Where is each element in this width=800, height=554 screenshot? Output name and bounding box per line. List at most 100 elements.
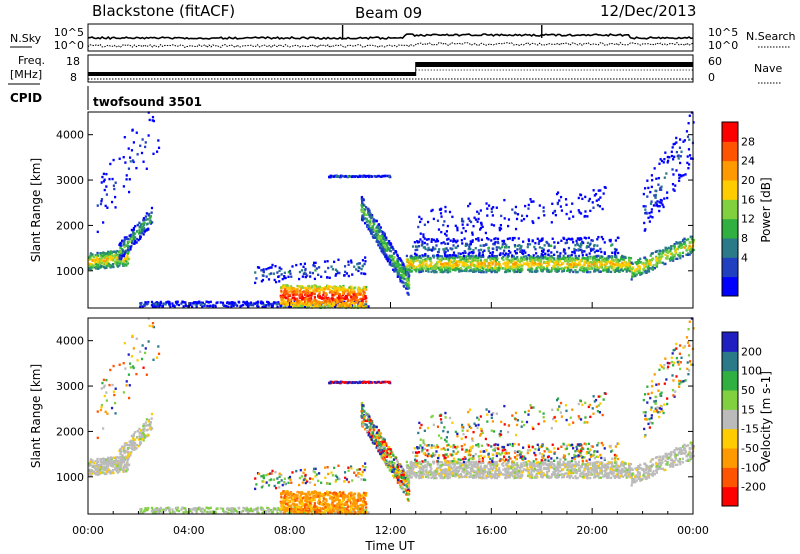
power-cell-189 <box>115 261 118 264</box>
power-cell-2574 <box>553 261 556 264</box>
power-cell-2382 <box>604 257 607 260</box>
power-cell-833 <box>349 289 352 292</box>
power-cell-1969 <box>404 271 407 274</box>
power-cell-3591 <box>411 245 415 248</box>
power-cell-2389 <box>479 259 482 262</box>
power-cell-1668 <box>385 255 389 259</box>
velocity-cell-162 <box>126 466 129 470</box>
velocity-cell-709 <box>182 511 185 514</box>
power-cell-1774 <box>376 236 379 239</box>
power-cell-780 <box>146 302 149 305</box>
velocity-cell-322 <box>145 435 148 438</box>
power-cell-2064 <box>445 263 448 267</box>
power-cell-3978 <box>633 269 637 272</box>
power-cell-3167 <box>467 254 470 258</box>
power-cell-4125 <box>644 208 647 211</box>
power-cell-3585 <box>524 251 527 254</box>
power-cell-1818 <box>369 213 372 216</box>
power-cell-3020 <box>451 261 454 264</box>
power-cell-2695 <box>605 266 608 270</box>
power-cell-4093 <box>659 186 662 190</box>
velocity-cell-391 <box>141 431 145 435</box>
power-cell-2648 <box>483 265 486 268</box>
power-cell-4113 <box>684 173 687 176</box>
power-cell-3961 <box>630 261 633 264</box>
power-cell-1688 <box>363 221 367 225</box>
power-cell-2721 <box>464 261 467 265</box>
power-cell-4068 <box>651 178 654 182</box>
power-cell-3845 <box>630 278 633 281</box>
power-cell-576 <box>194 303 197 306</box>
power-cell-456 <box>99 202 103 206</box>
velocity-cell-113 <box>98 466 101 469</box>
velocity-cell-518 <box>245 506 249 510</box>
power-cell-1523 <box>318 266 321 269</box>
velocity-cell-323 <box>141 434 144 437</box>
velocity-cell-687 <box>176 509 179 512</box>
power-cell-383 <box>149 219 152 223</box>
velocity-cell-389 <box>139 442 142 445</box>
velocity-cell-468 <box>147 317 150 320</box>
power-cell-1779 <box>395 265 399 269</box>
power-cell-3912 <box>669 249 672 252</box>
power-cell-3903 <box>690 235 693 239</box>
power-cell-2766 <box>588 264 591 267</box>
power-cell-813 <box>317 303 320 307</box>
velocity-cell-745 <box>205 506 208 509</box>
power-cell-2858 <box>471 258 474 261</box>
power-cell-3951 <box>668 257 671 261</box>
power-cell-3348 <box>593 250 596 254</box>
power-cell-2868 <box>550 258 553 261</box>
power-cell-2497 <box>596 266 599 270</box>
power-cell-743 <box>232 304 235 308</box>
power-cell-3831 <box>692 238 696 242</box>
power-cell-3026 <box>607 267 610 271</box>
power-cell-981 <box>296 284 299 288</box>
power-cell-1306 <box>344 290 347 293</box>
power-cell-539 <box>191 305 194 308</box>
power-cell-1023 <box>349 304 352 308</box>
velocity-cell-626 <box>230 509 233 513</box>
power-cell-1852 <box>373 229 376 232</box>
velocity-cell-457 <box>103 384 106 387</box>
power-cell-1458 <box>273 278 276 282</box>
velocity-cell-1 <box>115 468 118 472</box>
power-cell-335 <box>125 236 128 239</box>
power-cell-1868 <box>363 210 366 213</box>
power-cell-855 <box>306 303 309 307</box>
power-cell-866 <box>316 302 319 305</box>
power-cell-482 <box>102 172 105 176</box>
power-cell-3653 <box>599 189 602 192</box>
velocity-cell-344 <box>144 424 148 427</box>
power-cell-554 <box>221 301 225 305</box>
power-cell-4012 <box>686 248 689 251</box>
power-cell-3871 <box>683 246 686 249</box>
velocity-cell-355 <box>129 441 133 445</box>
power-cell-1261 <box>288 298 292 302</box>
power-cell-3497 <box>482 244 486 247</box>
velocity-cell-327 <box>141 429 144 432</box>
power-cell-1560 <box>355 175 358 178</box>
power-cell-1966 <box>383 248 386 251</box>
power-cell-920 <box>357 304 360 308</box>
power-cell-3355 <box>440 242 443 245</box>
power-cell-1214 <box>301 295 304 299</box>
velocity-cell-231 <box>105 461 108 465</box>
power-cell-3630 <box>431 208 434 212</box>
velocity-cell-569 <box>176 506 179 509</box>
power-cell-3430 <box>614 250 617 253</box>
power-cell-1761 <box>402 281 405 284</box>
power-cell-3140 <box>562 269 566 273</box>
power-cell-1941 <box>405 287 408 290</box>
power-cell-1288 <box>326 302 329 305</box>
power-cell-1176 <box>324 292 327 295</box>
power-cell-1334 <box>320 296 323 300</box>
power-cell-412 <box>121 251 125 255</box>
velocity-cell-284 <box>138 443 142 446</box>
power-cell-1270 <box>322 299 326 303</box>
velocity-cell-669 <box>287 511 290 515</box>
power-cell-3625 <box>439 212 443 215</box>
power-cell-2656 <box>532 258 535 261</box>
power-cell-2907 <box>536 266 540 269</box>
power-cell-3588 <box>498 253 501 257</box>
